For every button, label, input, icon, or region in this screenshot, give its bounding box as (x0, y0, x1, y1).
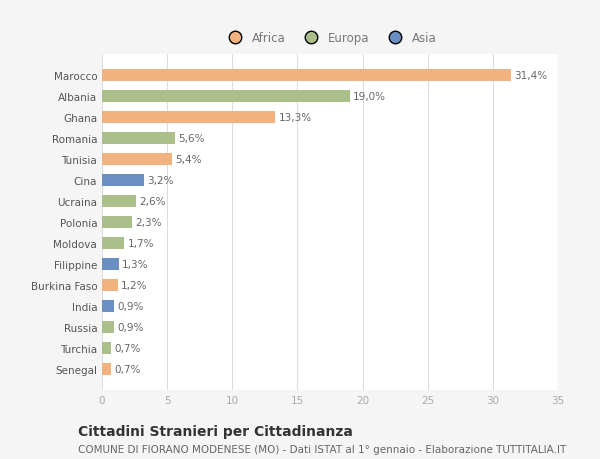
Bar (102, 259, 119, 270)
Text: 0,9%: 0,9% (117, 302, 143, 311)
Text: 31,4%: 31,4% (514, 71, 547, 81)
Bar (102, 91, 350, 103)
Text: 5,6%: 5,6% (178, 134, 205, 144)
Text: 5,4%: 5,4% (176, 155, 202, 165)
Text: 0,7%: 0,7% (115, 343, 141, 353)
Bar (102, 342, 111, 354)
Text: 0,7%: 0,7% (115, 364, 141, 374)
Bar (102, 280, 118, 291)
Bar (102, 217, 132, 229)
Legend: Africa, Europa, Asia: Africa, Europa, Asia (218, 28, 442, 50)
Text: 1,3%: 1,3% (122, 259, 149, 269)
Bar (102, 154, 172, 166)
Text: 2,3%: 2,3% (135, 218, 162, 228)
Bar (102, 322, 114, 333)
Bar (102, 112, 275, 123)
Bar (102, 133, 175, 145)
Bar (102, 196, 136, 207)
Text: 13,3%: 13,3% (278, 113, 311, 123)
Text: 2,6%: 2,6% (139, 197, 166, 207)
Bar (102, 175, 143, 186)
Bar (102, 70, 511, 82)
Text: 3,2%: 3,2% (147, 176, 173, 186)
Text: 19,0%: 19,0% (353, 92, 386, 102)
Bar (102, 301, 114, 312)
Bar (102, 364, 111, 375)
Text: 1,2%: 1,2% (121, 280, 148, 291)
Text: 0,9%: 0,9% (117, 322, 143, 332)
Text: 1,7%: 1,7% (127, 239, 154, 248)
Text: Cittadini Stranieri per Cittadinanza: Cittadini Stranieri per Cittadinanza (78, 425, 353, 438)
Bar (102, 238, 124, 249)
Text: COMUNE DI FIORANO MODENESE (MO) - Dati ISTAT al 1° gennaio - Elaborazione TUTTIT: COMUNE DI FIORANO MODENESE (MO) - Dati I… (78, 444, 566, 454)
